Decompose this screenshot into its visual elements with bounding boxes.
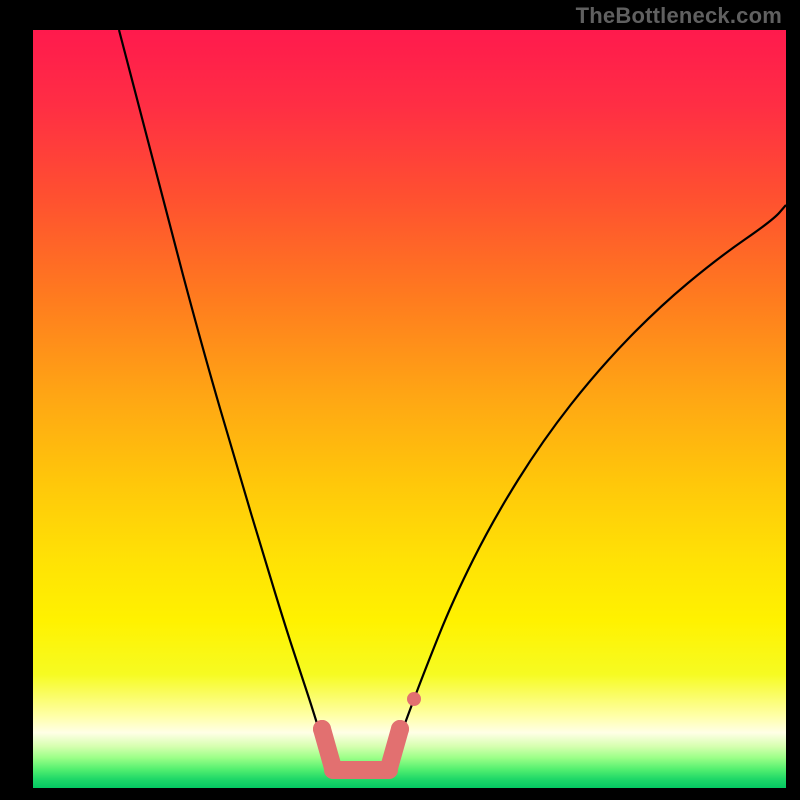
bottleneck-chart <box>33 30 786 788</box>
frame-border-bottom <box>0 788 800 800</box>
gradient-background <box>33 30 786 788</box>
trough-cap <box>324 759 342 777</box>
trough-cap <box>391 720 409 738</box>
trough-cap <box>380 759 398 777</box>
chart-svg <box>33 30 786 788</box>
frame-border-right <box>786 0 800 800</box>
watermark-text: TheBottleneck.com <box>576 3 782 29</box>
trough-detached-dot <box>407 692 421 706</box>
frame-border-left <box>0 0 33 800</box>
trough-cap <box>313 720 331 738</box>
